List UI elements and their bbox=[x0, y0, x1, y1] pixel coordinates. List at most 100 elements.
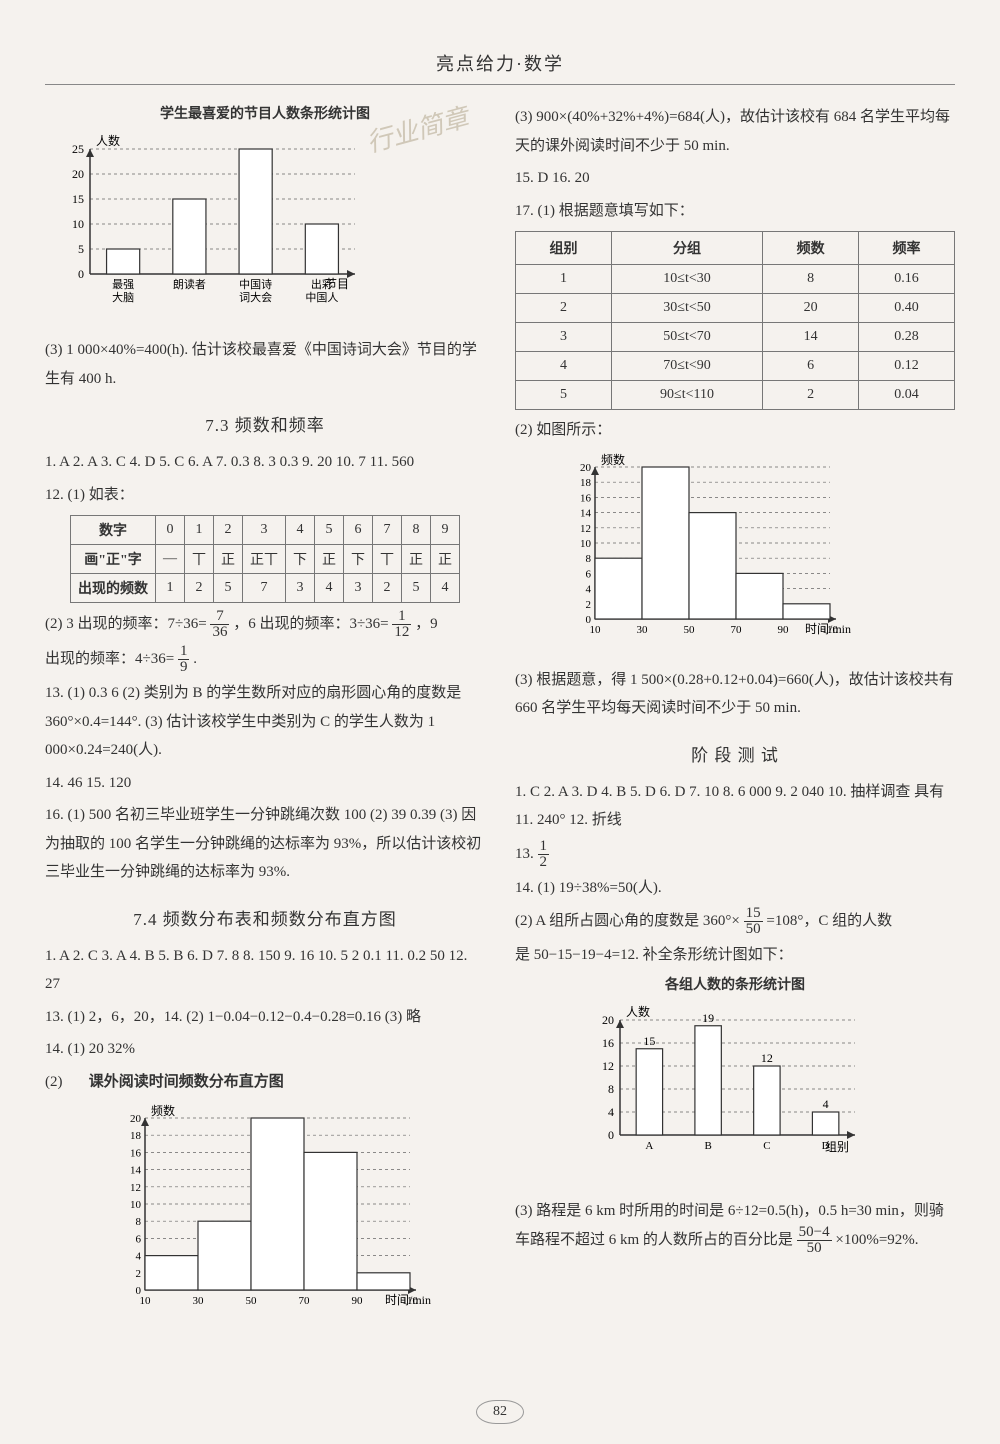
svg-text:70: 70 bbox=[731, 624, 743, 636]
svg-text:人数: 人数 bbox=[626, 1004, 650, 1019]
svg-text:90: 90 bbox=[352, 1295, 364, 1307]
stage-q14a: 14. (1) 19÷38%=50(人). bbox=[515, 874, 955, 903]
page-number-value: 82 bbox=[476, 1400, 524, 1424]
right-top-para: (3) 900×(40%+32%+4%)=684(人)，故估计该校有 684 名… bbox=[515, 103, 955, 160]
text: (2) bbox=[45, 1074, 63, 1090]
bar2-title: 各组人数的条形统计图 bbox=[515, 974, 955, 994]
svg-text:10: 10 bbox=[72, 217, 84, 231]
sec73-q13: 13. (1) 0.3 6 (2) 类别为 B 的学生数所对应的扇形圆心角的度数… bbox=[45, 679, 485, 765]
text: . bbox=[193, 651, 197, 667]
page-header: 亮点给力·数学 bbox=[45, 50, 955, 85]
sec74-q14b: (2) 课外阅读时间频数分布直方图 bbox=[45, 1068, 485, 1097]
sec73-q12b-line2: 出现的频率：4÷36= 19 . bbox=[45, 644, 485, 675]
sec73-answers: 1. A 2. A 3. C 4. D 5. C 6. A 7. 0.3 8. … bbox=[45, 448, 485, 477]
svg-text:12: 12 bbox=[761, 1051, 773, 1065]
svg-text:5: 5 bbox=[78, 242, 84, 256]
page-number: 82 bbox=[0, 1400, 1000, 1424]
svg-text:0: 0 bbox=[78, 267, 84, 281]
chart1-title: 学生最喜爱的节目人数条形统计图 bbox=[45, 103, 485, 123]
svg-text:6: 6 bbox=[136, 1233, 142, 1245]
svg-text:4: 4 bbox=[586, 583, 592, 595]
svg-text:4: 4 bbox=[136, 1251, 142, 1263]
svg-text:18: 18 bbox=[130, 1130, 142, 1142]
stage-answers: 1. C 2. A 3. D 4. B 5. D 6. D 7. 10 8. 6… bbox=[515, 778, 955, 835]
svg-text:50: 50 bbox=[246, 1295, 258, 1307]
svg-text:A: A bbox=[645, 1140, 653, 1152]
right-q15-16: 15. D 16. 20 bbox=[515, 164, 955, 193]
svg-text:朗读者: 朗读者 bbox=[173, 277, 206, 291]
bar2: 04812162015A19B12C4D人数组别 bbox=[575, 1000, 955, 1185]
text: =108°，C 组的人数 bbox=[766, 913, 892, 929]
right-column: (3) 900×(40%+32%+4%)=684(人)，故估计该校有 684 名… bbox=[515, 103, 955, 1337]
svg-text:30: 30 bbox=[637, 624, 649, 636]
svg-text:8: 8 bbox=[136, 1216, 142, 1228]
two-column-layout: 学生最喜爱的节目人数条形统计图 0510152025最强大脑朗读者中国诗词大会出… bbox=[45, 103, 955, 1337]
svg-text:词大会: 词大会 bbox=[239, 290, 272, 304]
text: 13. bbox=[515, 845, 538, 861]
text: (2) A 组所占圆心角的度数是 360°× bbox=[515, 913, 740, 929]
svg-text:B: B bbox=[704, 1140, 711, 1152]
fraction-15-50: 1550 bbox=[744, 906, 763, 937]
stage-q14c: (3) 路程是 6 km 时所用的时间是 6÷12=0.5(h)，0.5 h=3… bbox=[515, 1197, 955, 1257]
fraction-1-12: 112 bbox=[392, 609, 411, 640]
svg-text:20: 20 bbox=[580, 462, 592, 474]
hist2: 024681012141618201030507090110频数时间/min bbox=[555, 449, 955, 654]
stage-test-title: 阶 段 测 试 bbox=[515, 741, 955, 766]
digits-table: 数字0123456789画"正"字—丅正正丅下正下丅正正出现的频数1257343… bbox=[70, 515, 460, 603]
fraction-1-9: 19 bbox=[178, 644, 190, 675]
svg-text:4: 4 bbox=[608, 1105, 614, 1119]
svg-text:70: 70 bbox=[299, 1295, 311, 1307]
svg-text:16: 16 bbox=[130, 1147, 142, 1159]
sec73-q14-15: 14. 46 15. 120 bbox=[45, 769, 485, 798]
svg-text:C: C bbox=[763, 1140, 770, 1152]
svg-text:15: 15 bbox=[72, 192, 84, 206]
svg-text:4: 4 bbox=[823, 1097, 829, 1111]
fraction-50-4-50: 50−450 bbox=[797, 1225, 832, 1256]
svg-text:人数: 人数 bbox=[96, 133, 120, 148]
sec73-q16: 16. (1) 500 名初三毕业班学生一分钟跳绳次数 100 (2) 39 0… bbox=[45, 801, 485, 887]
svg-text:14: 14 bbox=[130, 1165, 142, 1177]
sec74-q13: 13. (1) 2，6，20，14. (2) 1−0.04−0.12−0.4−0… bbox=[45, 1003, 485, 1032]
svg-text:10: 10 bbox=[140, 1295, 152, 1307]
svg-text:10: 10 bbox=[130, 1199, 142, 1211]
svg-text:30: 30 bbox=[193, 1295, 205, 1307]
svg-text:节目: 节目 bbox=[325, 277, 349, 291]
svg-text:12: 12 bbox=[130, 1182, 141, 1194]
hist1-title: 课外阅读时间频数分布直方图 bbox=[89, 1074, 284, 1090]
stage-q14b-line2: 是 50−15−19−4=12. 补全条形统计图如下： bbox=[515, 941, 955, 970]
svg-text:频数: 频数 bbox=[151, 1103, 175, 1118]
svg-text:20: 20 bbox=[602, 1013, 614, 1027]
sec73-q12b-line1: (2) 3 出现的频率：7÷36= 736 ，6 出现的频率：3÷36= 112… bbox=[45, 609, 485, 640]
svg-text:12: 12 bbox=[602, 1059, 614, 1073]
right-q17b: (2) 如图所示： bbox=[515, 416, 955, 445]
svg-text:16: 16 bbox=[580, 492, 592, 504]
sec73-q12a: 12. (1) 如表： bbox=[45, 481, 485, 510]
svg-text:15: 15 bbox=[643, 1033, 655, 1047]
svg-text:0: 0 bbox=[608, 1128, 614, 1142]
hist1: 024681012141618201030507090110频数时间/min bbox=[105, 1100, 485, 1325]
right-q17a: 17. (1) 根据题意填写如下： bbox=[515, 197, 955, 226]
section-7-3-title: 7.3 频数和频率 bbox=[45, 411, 485, 436]
svg-text:时间/min: 时间/min bbox=[805, 622, 851, 636]
section-7-4-title: 7.4 频数分布表和频数分布直方图 bbox=[45, 905, 485, 930]
svg-text:12: 12 bbox=[580, 522, 591, 534]
svg-text:90: 90 bbox=[778, 624, 790, 636]
sec74-q14a: 14. (1) 20 32% bbox=[45, 1035, 485, 1064]
svg-text:8: 8 bbox=[608, 1082, 614, 1096]
svg-text:19: 19 bbox=[702, 1010, 714, 1024]
svg-text:8: 8 bbox=[586, 553, 592, 565]
right-q17c: (3) 根据题意，得 1 500×(0.28+0.12+0.04)=660(人)… bbox=[515, 666, 955, 723]
svg-text:中国人: 中国人 bbox=[305, 291, 338, 304]
fraction-1-2: 12 bbox=[538, 839, 550, 870]
svg-text:20: 20 bbox=[72, 167, 84, 181]
left-column: 学生最喜爱的节目人数条形统计图 0510152025最强大脑朗读者中国诗词大会出… bbox=[45, 103, 485, 1337]
svg-text:大脑: 大脑 bbox=[112, 290, 134, 304]
freq-table: 组别分组频数频率110≤t<3080.16230≤t<50200.40350≤t… bbox=[515, 231, 955, 410]
svg-text:14: 14 bbox=[580, 507, 592, 519]
svg-text:10: 10 bbox=[590, 624, 602, 636]
svg-text:频数: 频数 bbox=[601, 452, 625, 467]
text: ，6 出现的频率：3÷36= bbox=[233, 616, 388, 632]
svg-text:6: 6 bbox=[586, 568, 592, 580]
svg-text:20: 20 bbox=[130, 1113, 142, 1125]
text: ×100%=92%. bbox=[835, 1232, 918, 1248]
